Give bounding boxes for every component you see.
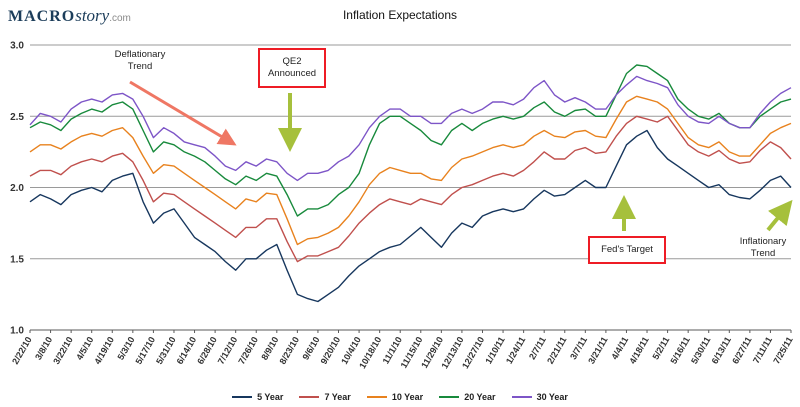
x-axis-label: 5/3/10 (115, 335, 136, 362)
legend-label: 10 Year (391, 392, 424, 402)
x-axis-label: 4/5/10 (74, 335, 95, 362)
annotation-deflationary-trend: Deflationary Trend (114, 49, 166, 73)
chart-title: Inflation Expectations (342, 8, 458, 22)
y-axis-label: 3.0 (10, 41, 24, 52)
legend-label: 7 Year (324, 392, 351, 402)
legend-swatch (299, 396, 320, 398)
x-axis-label: 8/23/10 (277, 335, 301, 366)
series-line-10-year (29, 95, 792, 246)
annotation-qe2-box: QE2 Announced (258, 48, 326, 88)
legend-item: 7 Year (299, 392, 351, 402)
x-axis-label: 2/22/10 (10, 335, 34, 366)
legend-label: 20 Year (464, 392, 496, 402)
x-axis-label: 3/21/11 (586, 335, 609, 366)
logo-com: .com (109, 13, 131, 24)
annotation-inflationary-trend: Inflationary Trend (739, 236, 787, 260)
series-line-30-year (29, 75, 792, 182)
legend-item: 5 Year (232, 392, 283, 402)
x-axis-label: 3/8/10 (33, 335, 54, 362)
x-axis-label: 1/24/11 (504, 335, 527, 366)
x-axis-label: 3/22/10 (51, 335, 75, 366)
legend-item: 20 Year (439, 392, 496, 402)
x-axis-label: 4/19/10 (92, 335, 116, 366)
legend-label: 5 Year (257, 392, 284, 402)
series-line-7-year (29, 115, 792, 263)
x-axis-label: 2/7/11 (527, 335, 548, 361)
x-axis-label: 3/7/11 (568, 335, 589, 361)
series-line-20-year (29, 64, 792, 217)
y-axis-label: 1.0 (10, 326, 24, 337)
x-axis-label: 4/4/11 (609, 335, 630, 361)
inflationary-arrow-icon (766, 199, 793, 232)
x-axis-label: 4/18/11 (627, 335, 650, 366)
legend-label: 30 Year (536, 392, 568, 402)
deflationary-arrow-icon (129, 80, 237, 146)
y-axis-label: 2.0 (10, 183, 24, 194)
logo-macro: MACRO (8, 8, 76, 25)
legend-swatch (439, 396, 460, 398)
legend-swatch (366, 396, 387, 398)
x-axis-label: 2/21/11 (545, 335, 568, 366)
x-axis-label: 7/25/11 (771, 335, 794, 366)
y-axis-label: 1.5 (10, 254, 24, 265)
legend-item: 30 Year (511, 392, 568, 402)
logo: MACROstory.com (8, 6, 131, 26)
legend: 5 Year 7 Year 10 Year 20 Year 30 Year (0, 392, 800, 402)
logo-story: story (75, 6, 110, 25)
x-axis-label: 9/6/10 (301, 335, 322, 362)
legend-swatch (232, 396, 253, 398)
legend-swatch (511, 396, 532, 398)
y-axis-label: 2.5 (10, 112, 24, 123)
legend-item: 10 Year (366, 392, 424, 402)
x-axis-label: 8/9/10 (259, 335, 280, 362)
annotation-feds-target-box: Fed's Target (588, 236, 666, 264)
x-axis-label: 7/26/10 (236, 335, 260, 366)
x-axis-label: 6/27/11 (730, 335, 753, 366)
x-axis-label: 5/2/11 (650, 335, 671, 361)
series-line-5-year (29, 129, 792, 303)
